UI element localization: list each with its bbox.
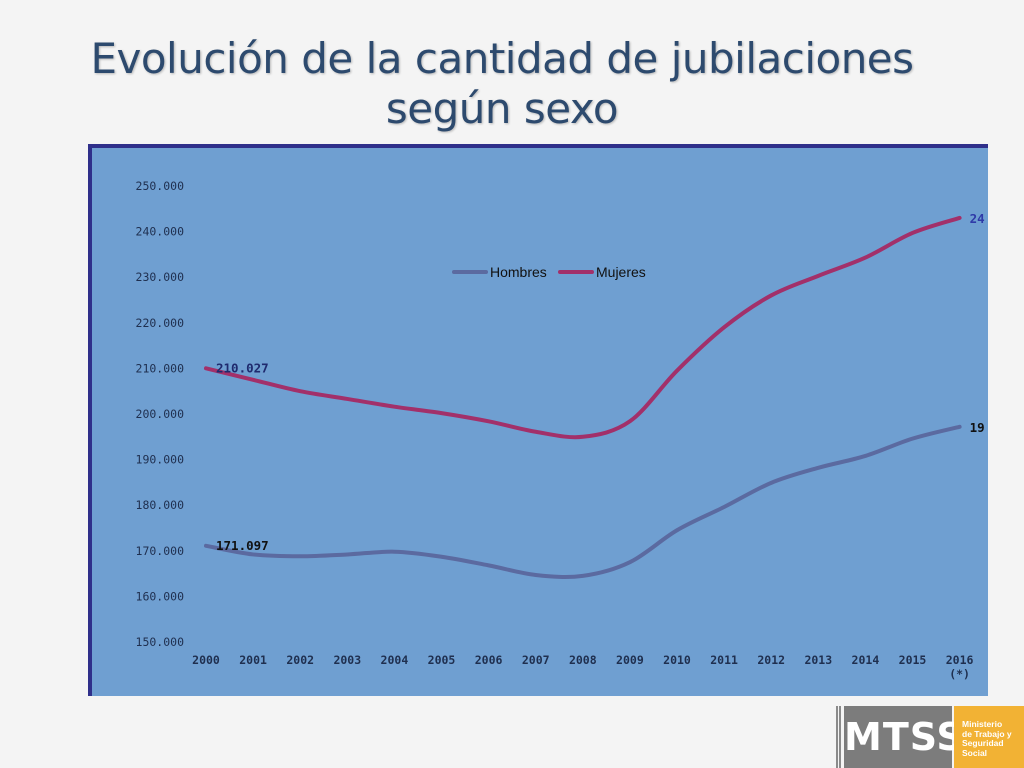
data-point-hombres <box>910 437 915 441</box>
data-point-mujeres <box>439 411 444 415</box>
x-tick-label: 2012 <box>757 653 785 667</box>
logo-acronym: MTSS <box>844 706 964 768</box>
y-tick-label: 210.000 <box>136 361 185 375</box>
logo-ministry-name: Ministerio de Trabajo y Seguridad Social <box>954 706 1024 768</box>
x-tick-label: 2001 <box>239 653 267 667</box>
data-point-mujeres <box>722 325 726 329</box>
data-point-mujeres <box>298 389 302 393</box>
y-tick-label: 150.000 <box>136 635 185 649</box>
data-label: 210.027 <box>216 360 269 375</box>
legend-label-hombres: Hombres <box>490 264 547 280</box>
data-point-mujeres <box>910 231 915 235</box>
chart-panel: 250.000 240.000 230.000 220.000 210.000 200.0… <box>88 144 988 696</box>
y-tick-label: 230.000 <box>136 270 185 284</box>
logo-ministry-line: Seguridad <box>962 738 1004 748</box>
x-tick-label: 2000 <box>192 653 220 667</box>
data-point-mujeres <box>204 366 208 370</box>
data-point-hombres <box>722 505 726 509</box>
x-tick-label: 2004 <box>381 653 409 667</box>
y-tick-label: 250.000 <box>136 179 185 193</box>
x-tick-label: 2016 (*) <box>946 653 974 681</box>
x-tick-label: 2008 <box>569 653 597 667</box>
logo-ministry-line: Social <box>962 747 988 758</box>
logo-ministry-line: Ministerio <box>962 719 1003 729</box>
data-point-hombres <box>345 552 349 557</box>
data-point-mujeres <box>769 293 773 298</box>
y-tick-label: 180.000 <box>136 498 185 512</box>
data-point-mujeres <box>392 405 396 409</box>
data-point-hombres <box>816 466 820 470</box>
series-line-hombres <box>204 424 962 579</box>
data-point-hombres <box>534 573 538 577</box>
logo-stripes <box>836 706 842 768</box>
x-tick-label: 2007 <box>522 653 550 667</box>
title-line-1: Evolución de la cantidad de jubilaciones <box>90 34 914 83</box>
x-tick-label: 2010 <box>663 653 691 667</box>
x-tick-label: 2013 <box>804 653 832 667</box>
y-tick-label: 170.000 <box>136 544 185 558</box>
slide-title: Evolución de la cantidad de jubilaciones… <box>0 34 1004 134</box>
y-tick-label: 200.000 <box>136 407 185 421</box>
x-tick-label: 2015 <box>899 653 927 667</box>
data-point-mujeres <box>816 274 820 278</box>
data-point-hombres <box>958 425 962 429</box>
line-chart: 250.000 240.000 230.000 220.000 210.000 200.0… <box>136 179 985 681</box>
data-label: 19 <box>970 420 985 435</box>
data-point-mujeres <box>863 255 868 260</box>
x-tick-label: 2005 <box>428 653 456 667</box>
data-point-hombres <box>439 555 444 559</box>
data-label: 24 <box>970 211 985 226</box>
data-point-mujeres <box>534 430 538 434</box>
x-tick-label: 2002 <box>286 653 314 667</box>
data-point-hombres <box>298 554 302 558</box>
x-tick-label: 2014 <box>852 653 880 667</box>
data-point-hombres <box>863 454 868 458</box>
data-point-mujeres <box>958 216 962 220</box>
data-point-hombres <box>675 528 679 532</box>
data-point-hombres <box>769 481 773 485</box>
legend-label-mujeres: Mujeres <box>596 264 646 280</box>
mtss-logo: MTSS Ministerio de Trabajo y Seguridad S… <box>836 706 1024 768</box>
logo-ministry-line: de Trabajo y <box>962 728 1012 739</box>
x-tick-label: 2009 <box>616 653 644 667</box>
data-point-hombres <box>204 544 208 548</box>
data-point-mujeres <box>251 378 255 382</box>
x-tick-label: 2011 <box>710 653 738 667</box>
x-tick-label: 2006 <box>475 653 503 667</box>
y-tick-label: 160.000 <box>136 589 185 603</box>
y-tick-label: 190.000 <box>136 453 185 467</box>
data-point-mujeres <box>581 435 585 439</box>
data-label: 171.097 <box>216 538 269 553</box>
data-point-mujeres <box>487 419 491 423</box>
data-point-hombres <box>251 552 255 557</box>
data-point-mujeres <box>628 419 632 423</box>
data-point-hombres <box>487 563 491 567</box>
y-tick-label: 220.000 <box>136 316 185 330</box>
data-point-hombres <box>628 560 632 564</box>
data-point-hombres <box>581 574 585 578</box>
data-point-mujeres <box>345 397 349 401</box>
data-point-hombres <box>392 550 396 554</box>
series-line-mujeres <box>204 215 962 440</box>
data-point-mujeres <box>675 369 679 373</box>
x-tick-label: 2003 <box>333 653 361 667</box>
y-tick-label: 240.000 <box>136 225 185 239</box>
title-line-2: según sexo <box>385 84 619 133</box>
